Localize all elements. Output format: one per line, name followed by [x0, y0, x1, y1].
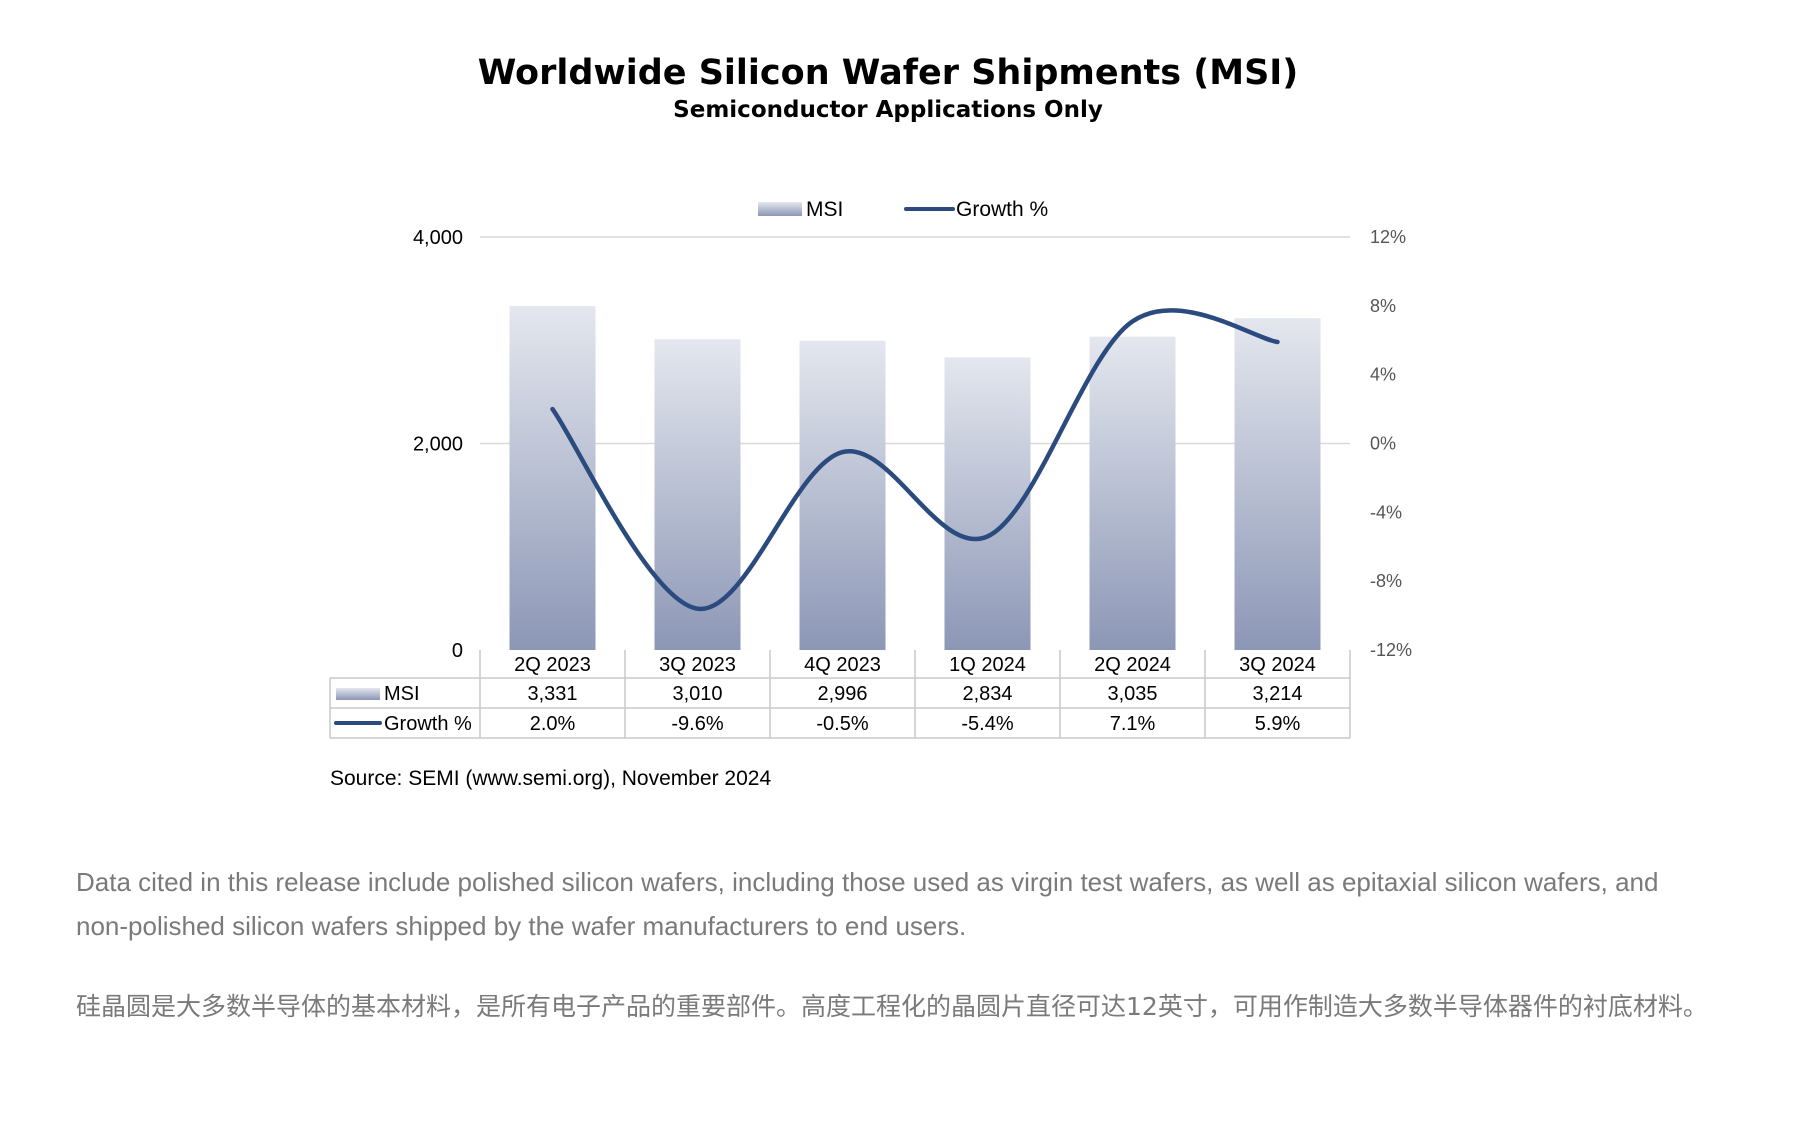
- bars: [509, 306, 1321, 650]
- category-label: 2Q 2024: [1094, 654, 1171, 676]
- table-growth-value: -0.5%: [816, 713, 868, 735]
- chart: Worldwide Silicon Wafer Shipments (MSI) …: [329, 53, 1412, 790]
- left-axis: 0 2,000 4,000: [413, 227, 463, 662]
- source-note: Source: SEMI (www.semi.org), November 20…: [330, 767, 771, 790]
- left-tick-label: 0: [452, 640, 463, 662]
- growth-line: [550, 308, 1280, 611]
- table-msi-value: 3,214: [1252, 683, 1302, 705]
- category-label: 2Q 2023: [514, 654, 591, 676]
- data-table: 2Q 2023 3Q 2023 4Q 2023 1Q 2024 2Q 2024 3Q 20…: [329, 650, 1351, 739]
- right-axis: -12% -8% -4% 0% 4% 8% 12%: [1370, 227, 1412, 660]
- right-tick-label: 12%: [1370, 227, 1406, 247]
- bar-msi: [799, 340, 886, 650]
- category-label: 1Q 2024: [949, 654, 1026, 676]
- bar-msi: [1234, 318, 1321, 650]
- category-label: 4Q 2023: [804, 654, 881, 676]
- table-msi-value: 3,331: [527, 683, 577, 705]
- description-paragraph-en: Data cited in this release include polis…: [76, 867, 1659, 941]
- bar-msi: [1089, 336, 1176, 650]
- legend-msi-label: MSI: [806, 198, 843, 221]
- legend-growth-label: Growth %: [956, 198, 1048, 221]
- category-label: 3Q 2023: [659, 654, 736, 676]
- right-tick-label: -4%: [1370, 502, 1402, 522]
- gridlines: [480, 236, 1350, 445]
- category-label: 3Q 2024: [1239, 654, 1316, 676]
- chart-subtitle: Semiconductor Applications Only: [673, 97, 1103, 123]
- table-growth-value: -5.4%: [961, 713, 1013, 735]
- bar-msi: [944, 357, 1031, 650]
- table-growth-value: 7.1%: [1110, 713, 1156, 735]
- table-msi-value: 2,834: [962, 683, 1012, 705]
- table-growth-value: -9.6%: [671, 713, 723, 735]
- legend-msi-swatch: [758, 202, 802, 216]
- description-paragraph-zh: 硅晶圆是大多数半导体的基本材料，是所有电子产品的重要部件。高度工程化的晶圆片直径…: [76, 992, 1708, 1021]
- table-msi-value: 2,996: [817, 683, 867, 705]
- chart-title: Worldwide Silicon Wafer Shipments (MSI): [478, 53, 1299, 93]
- table-growth-value: 5.9%: [1255, 713, 1301, 735]
- right-tick-label: 0%: [1370, 434, 1396, 454]
- growth-line-layer: [550, 308, 1280, 611]
- left-tick-label: 4,000: [413, 227, 463, 249]
- table-msi-label: MSI: [384, 683, 420, 705]
- bar-msi: [509, 306, 596, 650]
- right-tick-label: 8%: [1370, 296, 1396, 316]
- right-tick-label: -12%: [1370, 640, 1412, 660]
- table-msi-value: 3,035: [1107, 683, 1157, 705]
- bar-msi: [654, 339, 741, 650]
- table-growth-value: 2.0%: [530, 713, 576, 735]
- right-tick-label: -8%: [1370, 571, 1402, 591]
- left-tick-label: 2,000: [413, 434, 463, 456]
- table-msi-swatch: [336, 688, 380, 700]
- table-msi-value: 3,010: [672, 683, 722, 705]
- table-growth-label: Growth %: [384, 713, 472, 735]
- right-tick-label: 4%: [1370, 365, 1396, 385]
- legend: MSI Growth %: [758, 198, 1048, 221]
